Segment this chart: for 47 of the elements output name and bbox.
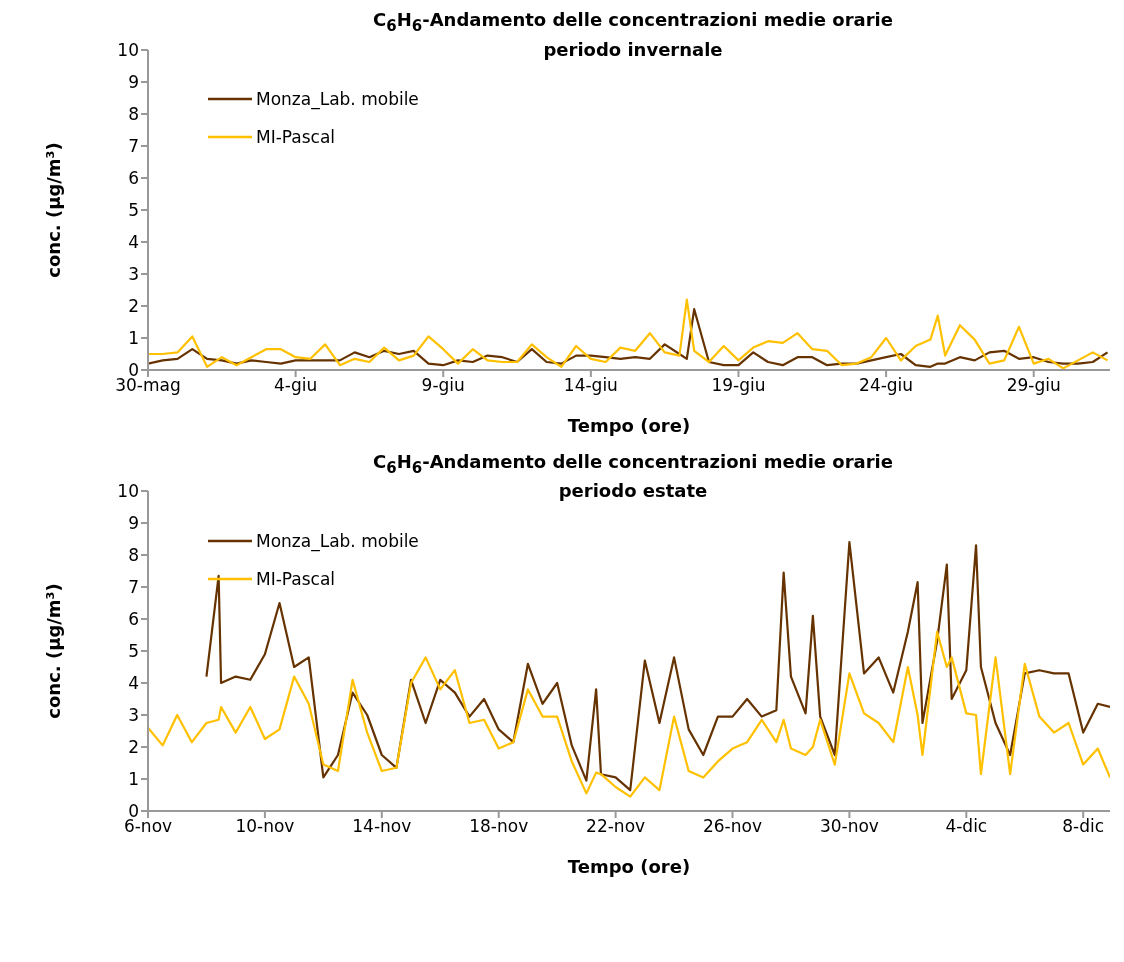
y-tick-label: 2 <box>128 737 139 758</box>
x-axis-title: Tempo (ore) <box>567 414 691 436</box>
x-tick-label: 8-dic <box>1062 816 1105 837</box>
x-tick-label: 24-giu <box>859 374 914 395</box>
legend-label: Monza_Lab. mobile <box>256 89 419 109</box>
x-axis-title: Tempo (ore) <box>567 856 691 878</box>
chart-title: C$_{6}$H$_{6}$-Andamento delle concentrazioni medie orarie <box>372 8 894 37</box>
x-tick-label: 14-giu <box>563 374 618 395</box>
y-tick-label: 8 <box>128 103 139 124</box>
x-tick-label: 9-giu <box>421 374 465 395</box>
y-tick-label: 6 <box>128 167 139 188</box>
y-tick-label: 7 <box>128 577 139 598</box>
y-tick-label: 2 <box>128 295 139 316</box>
x-tick-label: 29-giu <box>1006 374 1061 395</box>
y-tick-label: 4 <box>128 231 139 252</box>
x-tick-label: 30-nov <box>819 816 879 837</box>
y-axis-title: conc. (µg/m³) <box>43 583 65 719</box>
y-tick-label: 9 <box>128 513 139 534</box>
chart-title: C$_{6}$H$_{6}$-Andamento delle concentrazioni medie orarie <box>372 449 894 479</box>
y-tick-label: 8 <box>128 545 139 566</box>
y-tick-label: 10 <box>117 481 139 502</box>
x-tick-label: 14-nov <box>352 816 412 837</box>
y-tick-label: 1 <box>128 327 139 348</box>
y-tick-label: 10 <box>117 39 139 60</box>
y-tick-label: 1 <box>128 769 139 790</box>
y-tick-label: 7 <box>128 135 139 156</box>
y-axis-title: conc. (µg/m³) <box>43 141 65 278</box>
x-tick-label: 26-nov <box>703 816 763 837</box>
x-tick-label: 4-giu <box>274 374 318 395</box>
legend-label: Monza_Lab. mobile <box>256 530 419 551</box>
y-tick-label: 6 <box>128 609 139 630</box>
y-tick-label: 4 <box>128 673 139 694</box>
chart-subtitle: periodo estate <box>557 479 709 504</box>
y-tick-label: 9 <box>128 71 139 92</box>
chart-subtitle: periodo invernale <box>542 37 724 62</box>
y-tick-label: 5 <box>128 199 139 220</box>
x-tick-label: 4-dic <box>945 816 988 837</box>
x-tick-label: 22-nov <box>586 816 646 837</box>
y-tick-label: 5 <box>128 641 139 662</box>
x-tick-label: 6-nov <box>123 816 173 837</box>
y-tick-label: 3 <box>128 263 139 284</box>
x-tick-label: 18-nov <box>469 816 529 837</box>
legend-label: MI-Pascal <box>256 127 336 147</box>
x-tick-label: 10-nov <box>235 816 295 837</box>
legend-label: MI-Pascal <box>256 568 336 589</box>
x-tick-label: 19-giu <box>711 374 766 395</box>
y-tick-label: 3 <box>128 705 139 726</box>
